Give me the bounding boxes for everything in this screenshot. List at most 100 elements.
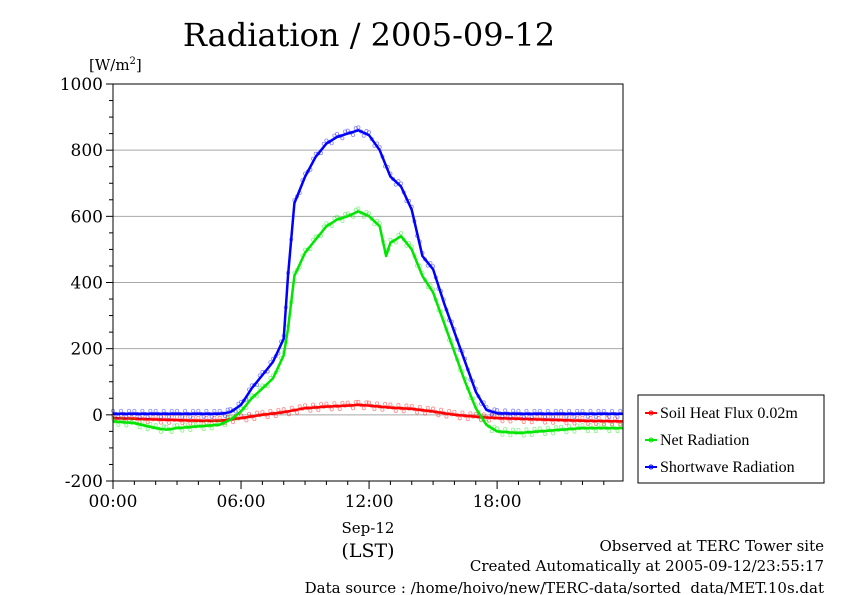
sample-point — [615, 414, 620, 419]
sample-point — [319, 401, 324, 406]
y-tick-label: 600 — [71, 207, 103, 227]
sample-point — [225, 414, 230, 419]
sample-point — [148, 421, 153, 426]
sample-point — [585, 429, 590, 434]
sample-point — [255, 410, 260, 415]
sample-point — [500, 414, 505, 419]
sample-point — [580, 415, 585, 420]
sample-point — [593, 414, 598, 419]
sample-point — [439, 407, 444, 412]
sample-point — [460, 410, 465, 415]
sample-point — [545, 408, 550, 413]
sample-point — [532, 408, 537, 413]
legend-box — [637, 394, 825, 484]
sample-point — [201, 414, 206, 419]
sample-point — [273, 414, 278, 419]
sample-point — [559, 415, 564, 420]
sample-point — [356, 125, 361, 130]
sample-point — [132, 408, 137, 413]
sample-point — [468, 411, 473, 416]
sample-point — [172, 423, 177, 428]
sample-point — [529, 420, 534, 425]
sample-point — [316, 408, 321, 413]
legend-label: Soil Heat Flux 0.02m — [660, 405, 798, 422]
sample-point — [572, 429, 577, 434]
sample-point — [281, 407, 286, 412]
sample-point — [511, 427, 516, 432]
sample-point — [601, 408, 606, 413]
sample-point — [596, 416, 601, 421]
sample-point — [610, 408, 615, 413]
sample-point — [618, 408, 623, 413]
sample-point — [169, 408, 174, 413]
sample-point — [521, 419, 526, 424]
sample-point — [276, 407, 281, 412]
sample-point — [183, 415, 188, 420]
sample-point — [268, 408, 273, 413]
sample-point — [260, 409, 265, 414]
sample-point — [516, 408, 521, 413]
sample-point — [529, 414, 534, 419]
x-axis-date-label: Sep-12 — [342, 519, 395, 537]
sample-point — [137, 425, 142, 430]
sample-point — [145, 420, 150, 425]
sample-point — [204, 408, 209, 413]
sample-point — [372, 407, 377, 412]
sample-point — [425, 405, 430, 410]
sample-point — [159, 420, 164, 425]
series-soil-heat-flux-0-02m — [111, 399, 624, 427]
sample-point — [124, 414, 129, 419]
series-line — [112, 403, 624, 423]
sample-point — [537, 414, 542, 419]
legend-marker — [648, 464, 654, 470]
sample-point — [119, 408, 124, 413]
sample-point — [217, 415, 222, 420]
y-tick-label: 800 — [71, 141, 103, 161]
sample-point — [311, 402, 316, 407]
sample-point — [212, 415, 217, 420]
sample-point — [175, 415, 180, 420]
sample-point — [618, 422, 623, 427]
sample-point — [247, 411, 252, 416]
sample-point — [180, 428, 185, 433]
sample-point — [204, 415, 209, 420]
sample-point — [503, 408, 508, 413]
sample-point — [351, 214, 356, 219]
sample-point — [167, 420, 172, 425]
legend-marker — [648, 410, 654, 416]
sample-point — [183, 422, 188, 427]
sample-point — [500, 432, 505, 437]
sample-point — [399, 231, 404, 236]
sample-point — [567, 408, 572, 413]
sample-point — [508, 414, 513, 419]
sample-point — [393, 408, 398, 413]
sample-point — [551, 431, 556, 436]
sample-point — [127, 417, 132, 422]
footer-created: Created Automatically at 2005-09-12/23:5… — [470, 557, 824, 575]
y-tick-label: -200 — [65, 472, 103, 492]
legend-label: Shortwave Radiation — [660, 459, 795, 476]
sample-point — [500, 419, 505, 424]
sample-point — [353, 126, 358, 131]
sample-point — [188, 414, 193, 419]
sample-point — [524, 408, 529, 413]
sample-point — [567, 415, 572, 420]
sample-point — [508, 433, 513, 438]
sample-point — [383, 402, 388, 407]
sample-point — [364, 129, 369, 134]
sample-point — [380, 407, 385, 412]
sample-point — [417, 404, 422, 409]
series-layer — [111, 125, 624, 438]
sample-point — [604, 416, 609, 421]
sample-point — [297, 404, 302, 409]
sample-point — [239, 413, 244, 418]
sample-point — [244, 418, 249, 423]
sample-point — [209, 414, 214, 419]
sample-point — [415, 410, 420, 415]
sample-point — [340, 400, 345, 405]
sample-point — [593, 422, 598, 427]
sample-point — [553, 425, 558, 430]
sample-point — [351, 132, 356, 137]
sample-point — [287, 412, 292, 417]
sample-point — [335, 214, 340, 219]
